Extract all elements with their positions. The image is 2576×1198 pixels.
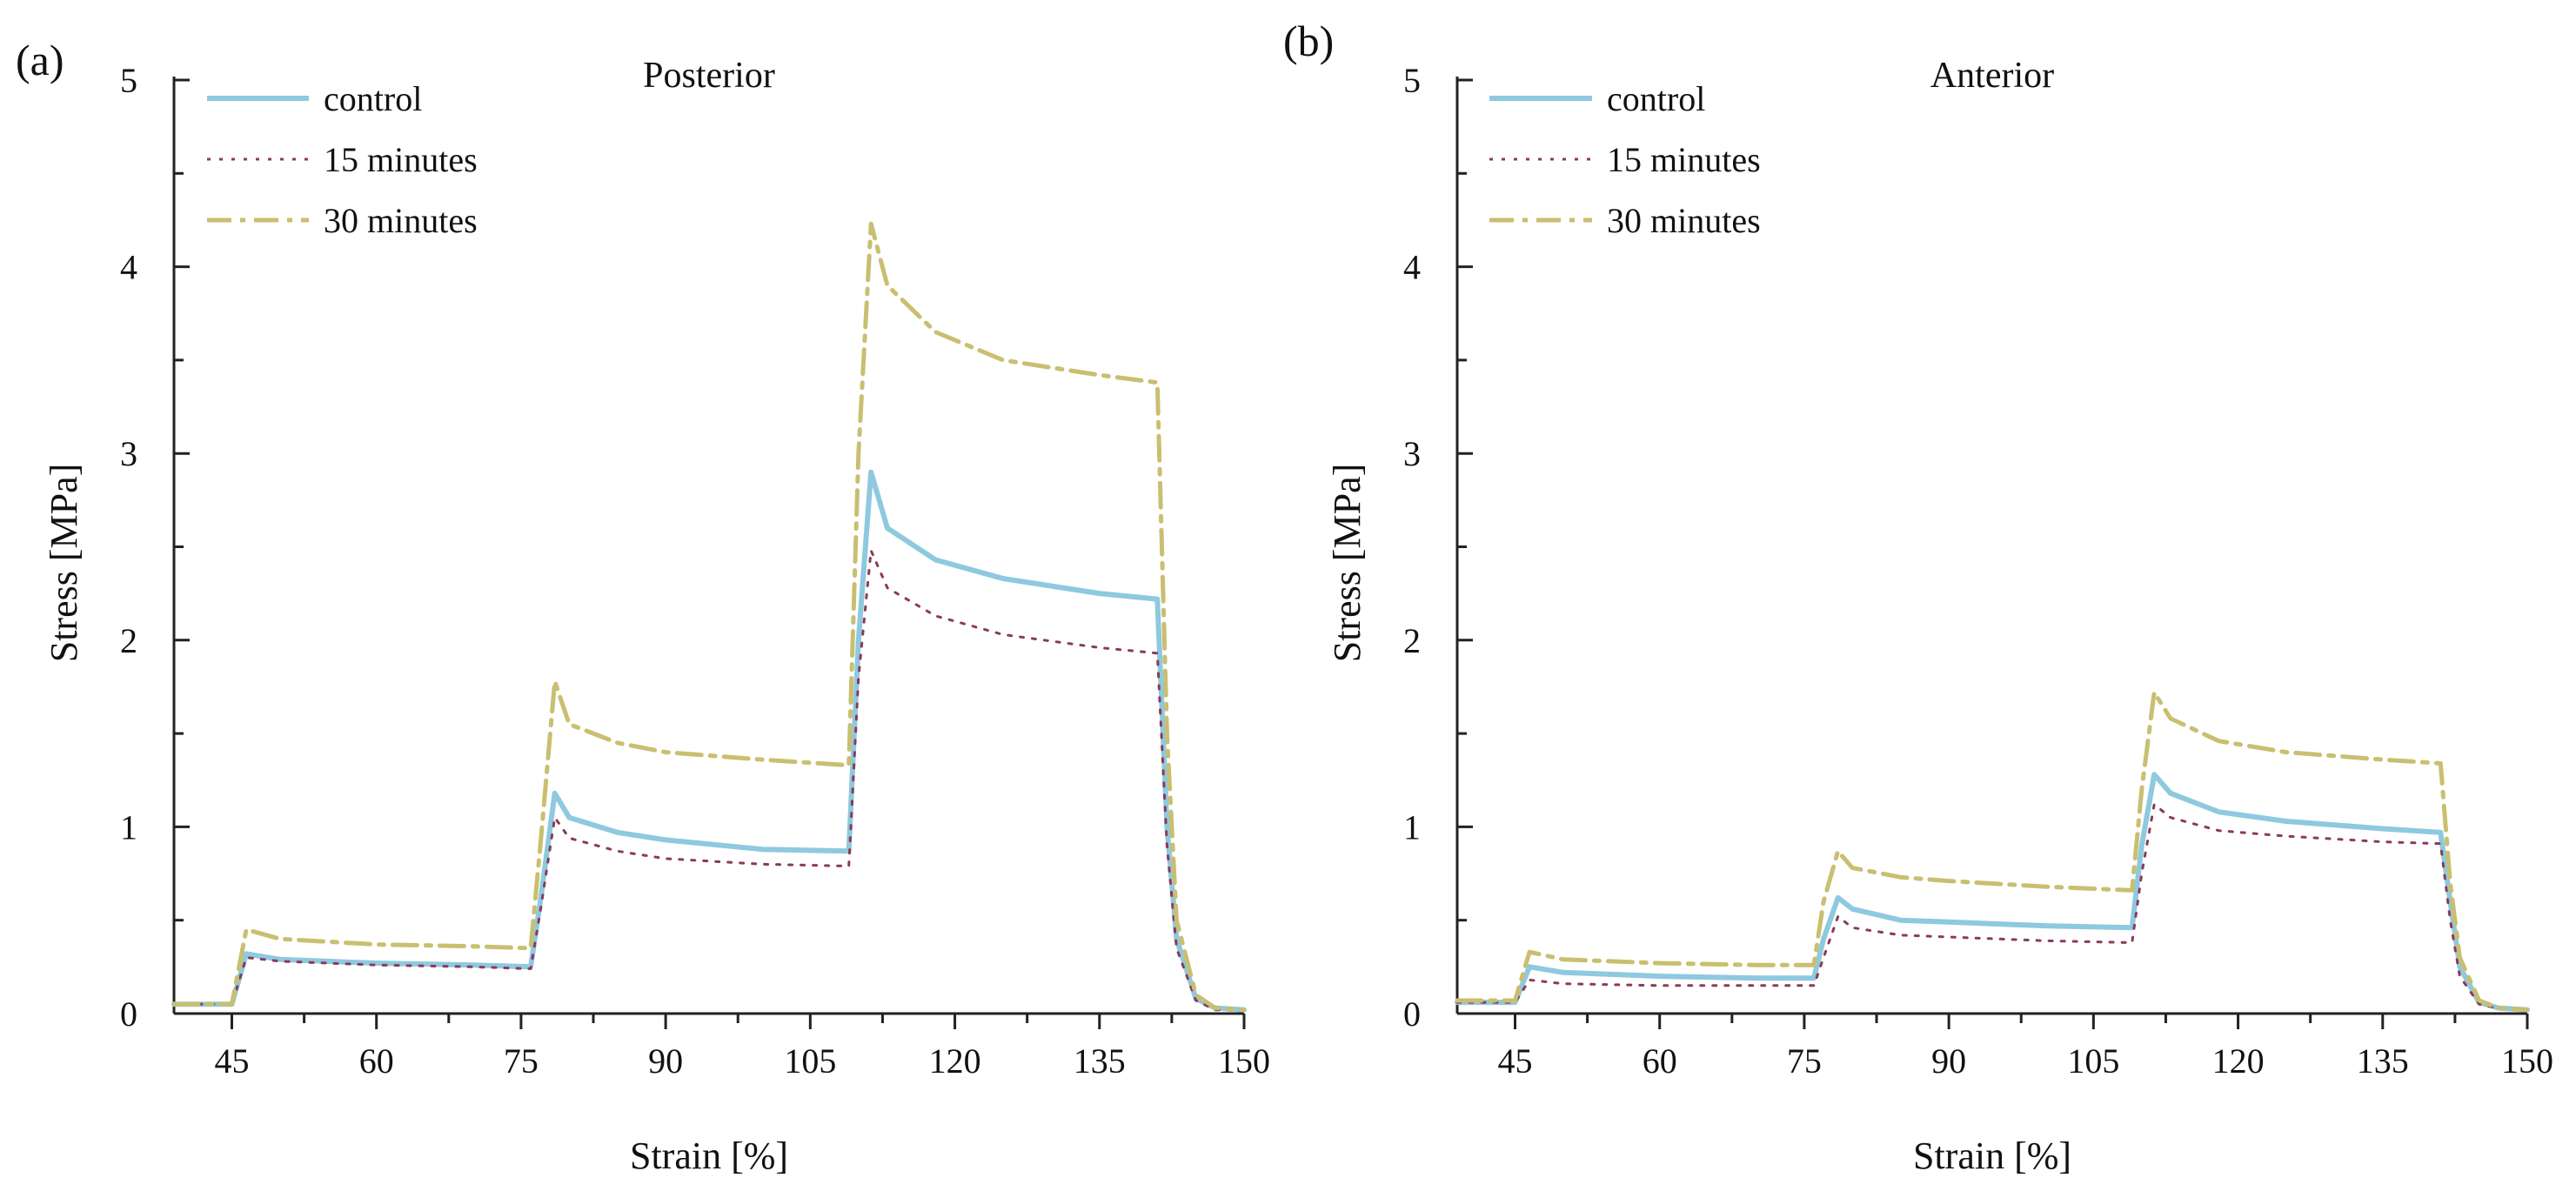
panel-label: (b) xyxy=(1283,17,1334,65)
legend-entry: control xyxy=(207,79,422,118)
legend-label: control xyxy=(324,79,422,118)
legend-label: 30 minutes xyxy=(324,201,478,240)
legend-entry: 30 minutes xyxy=(207,201,478,240)
x-tick-label: 90 xyxy=(1931,1041,1966,1081)
x-tick-label: 135 xyxy=(1074,1041,1126,1081)
x-tick-label: 45 xyxy=(1497,1041,1532,1081)
y-tick-label: 5 xyxy=(1403,61,1421,100)
x-tick-label: 90 xyxy=(648,1041,683,1081)
x-tick-label: 60 xyxy=(359,1041,394,1081)
legend: control 15 minutes 30 minutes xyxy=(1489,79,1761,240)
x-tick-label: 75 xyxy=(1787,1041,1822,1081)
x-axis-label: Strain [%] xyxy=(1913,1134,2071,1177)
y-tick-label: 1 xyxy=(120,807,137,847)
y-tick-label: 1 xyxy=(1403,807,1421,847)
y-tick-label: 3 xyxy=(120,434,137,473)
x-tick-label: 60 xyxy=(1643,1041,1677,1081)
series-line xyxy=(1455,772,2530,1013)
legend: control 15 minutes 30 minutes xyxy=(207,79,478,240)
legend-entry: control xyxy=(1489,79,1705,118)
x-tick-label: 150 xyxy=(2501,1041,2553,1081)
x-tick-label: 120 xyxy=(2212,1041,2265,1081)
legend-entry: 15 minutes xyxy=(1489,140,1761,179)
legend-label: 15 minutes xyxy=(324,140,478,179)
legend-label: 30 minutes xyxy=(1607,201,1761,240)
series-line xyxy=(172,549,1246,1012)
series-line xyxy=(171,221,1247,1013)
y-tick-label: 3 xyxy=(1403,434,1421,473)
panel-label: (a) xyxy=(16,36,64,84)
y-tick-label: 5 xyxy=(120,61,137,100)
y-tick-label: 2 xyxy=(1403,621,1421,660)
x-tick-label: 135 xyxy=(2357,1041,2409,1081)
series-line xyxy=(1455,690,2530,1013)
y-tick-label: 0 xyxy=(1403,994,1421,1034)
y-axis-label: Stress [MPa] xyxy=(1326,464,1368,663)
chart-title: Posterior xyxy=(643,56,775,96)
y-tick-label: 4 xyxy=(120,248,137,287)
legend-entry: 15 minutes xyxy=(207,140,478,179)
chart-title: Anterior xyxy=(1930,56,2054,96)
legend-label: control xyxy=(1607,79,1705,118)
series-line xyxy=(1455,803,2529,1012)
x-tick-label: 75 xyxy=(504,1041,539,1081)
x-tick-label: 150 xyxy=(1218,1041,1270,1081)
y-tick-label: 0 xyxy=(120,994,137,1034)
legend-label: 15 minutes xyxy=(1607,140,1761,179)
x-tick-label: 105 xyxy=(2067,1041,2119,1081)
y-axis-label: Stress [MPa] xyxy=(43,464,85,663)
x-tick-label: 120 xyxy=(929,1041,981,1081)
x-axis-label: Strain [%] xyxy=(630,1134,788,1177)
x-tick-label: 105 xyxy=(784,1041,836,1081)
x-tick-label: 45 xyxy=(214,1041,249,1081)
series-line xyxy=(171,469,1247,1013)
panel-a-posterior: (a) Posterior 45 60 75 90 105 120 135 150012345… xyxy=(16,36,1270,1177)
y-tick-label: 2 xyxy=(120,621,137,660)
y-tick-label: 4 xyxy=(1403,248,1421,287)
legend-entry: 30 minutes xyxy=(1489,201,1761,240)
panel-b-anterior: (b) Anterior 45 60 75 90 105 120 135 150012345 … xyxy=(1283,17,2553,1177)
